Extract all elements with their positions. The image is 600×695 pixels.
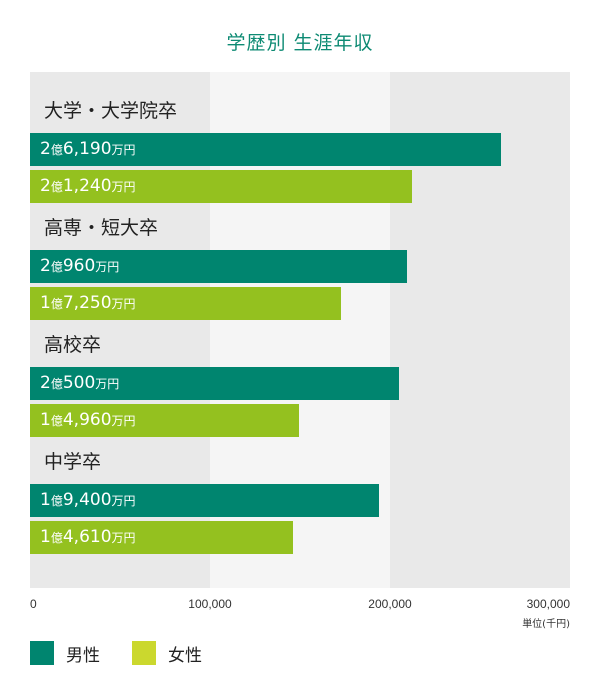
bar-female: 1億4,960万円	[30, 404, 300, 437]
bar-male: 2億960万円	[30, 250, 408, 283]
category-label: 中学卒	[44, 451, 102, 473]
category-label: 大学・大学院卒	[44, 100, 178, 122]
bar-female: 1億7,250万円	[30, 287, 341, 320]
legend-item-female: 女性	[132, 641, 202, 666]
legend-swatch-male	[30, 641, 54, 665]
data-label: 1億9,400万円	[40, 490, 136, 510]
category-label: 高専・短大卒	[44, 217, 159, 239]
x-tick-label: 300,000	[526, 597, 570, 611]
data-label: 1億4,960万円	[40, 410, 136, 430]
data-label: 1億7,250万円	[40, 293, 136, 313]
legend-swatch-female	[132, 641, 156, 665]
x-tick-label: 200,000	[368, 597, 412, 611]
legend-item-male: 男性	[30, 641, 100, 666]
bar-male: 2億500万円	[30, 367, 399, 400]
category-label: 高校卒	[44, 334, 102, 356]
bar-male: 2億6,190万円	[30, 133, 502, 166]
x-tick-label: 100,000	[188, 597, 232, 611]
bar-female: 2億1,240万円	[30, 170, 413, 203]
legend-label-female: 女性	[168, 645, 202, 666]
plot-area: 大学・大学院卒 2億6,190万円 2億1,240万円高専・短大卒 2億960万円 1億…	[30, 72, 570, 588]
data-label: 2億6,190万円	[40, 139, 136, 159]
data-label: 1億4,610万円	[40, 527, 136, 547]
data-label: 2億1,240万円	[40, 176, 136, 196]
x-tick-label: 0	[30, 597, 37, 611]
data-label: 2億500万円	[40, 373, 120, 393]
chart-title: 学歴別 生涯年収	[226, 32, 374, 54]
data-label: 2億960万円	[40, 256, 120, 276]
bar-male: 1億9,400万円	[30, 484, 380, 517]
bar-female: 1億4,610万円	[30, 521, 293, 554]
legend-label-male: 男性	[66, 645, 100, 666]
unit-label: 単位(千円)	[522, 619, 570, 630]
